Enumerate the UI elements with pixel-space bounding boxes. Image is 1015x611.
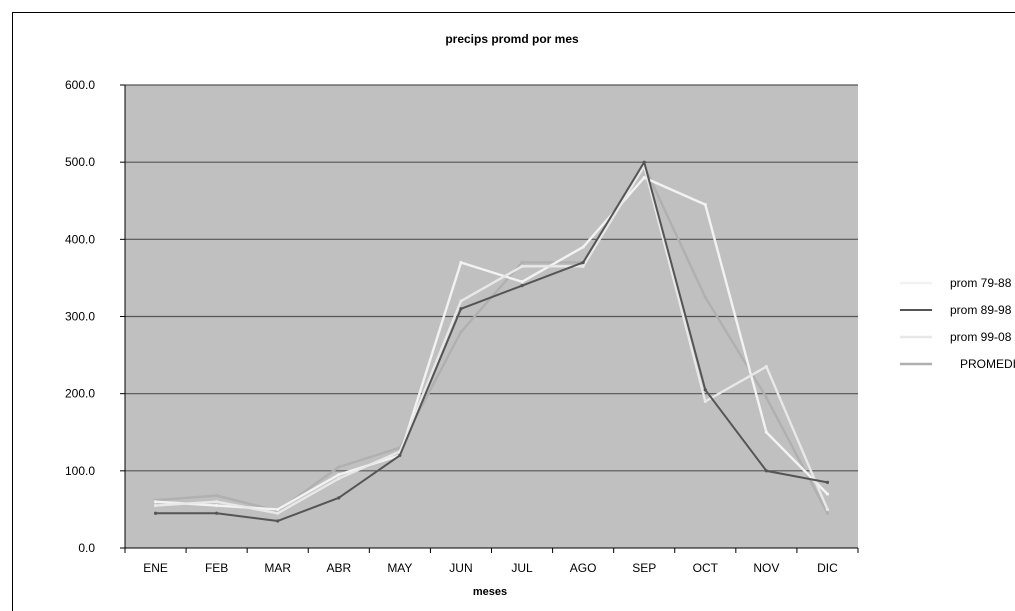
data-point bbox=[520, 280, 524, 284]
series-lines bbox=[153, 160, 830, 523]
data-point bbox=[703, 203, 707, 207]
x-axis-ticks: ENE FEB MAR ABR MAY JUN JUL AGO SEP OCT NOV DIC bbox=[124, 548, 859, 575]
y-tick-label: 100.0 bbox=[65, 464, 95, 478]
legend-label: prom 89-98 bbox=[950, 303, 1012, 317]
y-tick-label: 0.0 bbox=[78, 541, 95, 555]
x-tick-label: DIC bbox=[817, 561, 838, 575]
x-tick-label: MAR bbox=[264, 561, 291, 575]
x-tick-label: MAY bbox=[387, 561, 412, 575]
x-tick-label: SEP bbox=[632, 561, 656, 575]
data-point bbox=[276, 507, 280, 512]
chart-title: precips promd por mes bbox=[445, 32, 579, 46]
data-point bbox=[520, 264, 524, 268]
data-point bbox=[825, 480, 830, 485]
data-point bbox=[520, 260, 524, 265]
data-point bbox=[459, 330, 463, 334]
x-tick-label: ABR bbox=[326, 561, 351, 575]
y-tick-label: 500.0 bbox=[65, 155, 95, 169]
data-point bbox=[825, 492, 830, 496]
data-point bbox=[459, 307, 463, 311]
data-point bbox=[153, 503, 158, 508]
data-point bbox=[642, 176, 646, 180]
data-point bbox=[764, 365, 768, 369]
data-point bbox=[764, 395, 768, 400]
x-tick-label: JUL bbox=[511, 561, 533, 575]
data-point bbox=[337, 465, 341, 469]
y-tick-label: 200.0 bbox=[65, 387, 95, 401]
data-point bbox=[276, 511, 280, 515]
data-point bbox=[825, 507, 830, 512]
data-point bbox=[520, 284, 524, 288]
data-point bbox=[764, 430, 768, 434]
y-axis-ticks: 0.0 100.0 200.0 300.0 400.0 500.0 600.0 bbox=[65, 78, 125, 555]
data-point bbox=[215, 503, 219, 508]
data-point bbox=[337, 476, 341, 481]
legend: prom 79-88 prom 89-98 prom 99-08 PROMEDIO bbox=[900, 276, 1015, 371]
series-line-prom-79-88 bbox=[155, 176, 829, 511]
legend-label: PROMEDIO bbox=[960, 357, 1015, 371]
y-tick-label: 600.0 bbox=[65, 78, 95, 92]
data-point bbox=[153, 500, 158, 504]
data-point bbox=[703, 399, 707, 403]
data-point bbox=[337, 496, 341, 500]
x-tick-label: FEB bbox=[205, 561, 228, 575]
data-point bbox=[703, 295, 707, 299]
series-line-prom-89-98 bbox=[155, 161, 828, 522]
data-point bbox=[703, 388, 707, 392]
data-point bbox=[642, 160, 646, 164]
legend-label: prom 79-88 bbox=[950, 276, 1012, 290]
legend-label: prom 99-08 bbox=[950, 330, 1012, 344]
data-point bbox=[581, 264, 585, 268]
y-tick-label: 300.0 bbox=[65, 310, 95, 324]
data-point bbox=[215, 493, 219, 498]
series-line-prom-99-08 bbox=[155, 164, 829, 515]
data-point bbox=[581, 245, 585, 249]
x-tick-label: ENE bbox=[143, 561, 168, 575]
data-point bbox=[459, 260, 463, 265]
data-point bbox=[215, 511, 219, 515]
data-point bbox=[153, 511, 158, 515]
data-point bbox=[215, 500, 219, 504]
data-point bbox=[398, 453, 402, 457]
x-tick-label: NOV bbox=[753, 561, 779, 575]
chart-frame bbox=[12, 12, 1015, 611]
data-point bbox=[825, 511, 830, 515]
x-axis-label: meses bbox=[473, 586, 507, 598]
x-tick-label: OCT bbox=[693, 561, 719, 575]
data-point bbox=[581, 260, 585, 265]
data-point bbox=[459, 299, 463, 303]
y-tick-label: 400.0 bbox=[65, 232, 95, 246]
data-point bbox=[337, 473, 341, 477]
data-point bbox=[764, 469, 768, 473]
x-tick-label: JUN bbox=[449, 561, 472, 575]
data-point bbox=[276, 519, 280, 523]
x-tick-label: AGO bbox=[570, 561, 597, 575]
